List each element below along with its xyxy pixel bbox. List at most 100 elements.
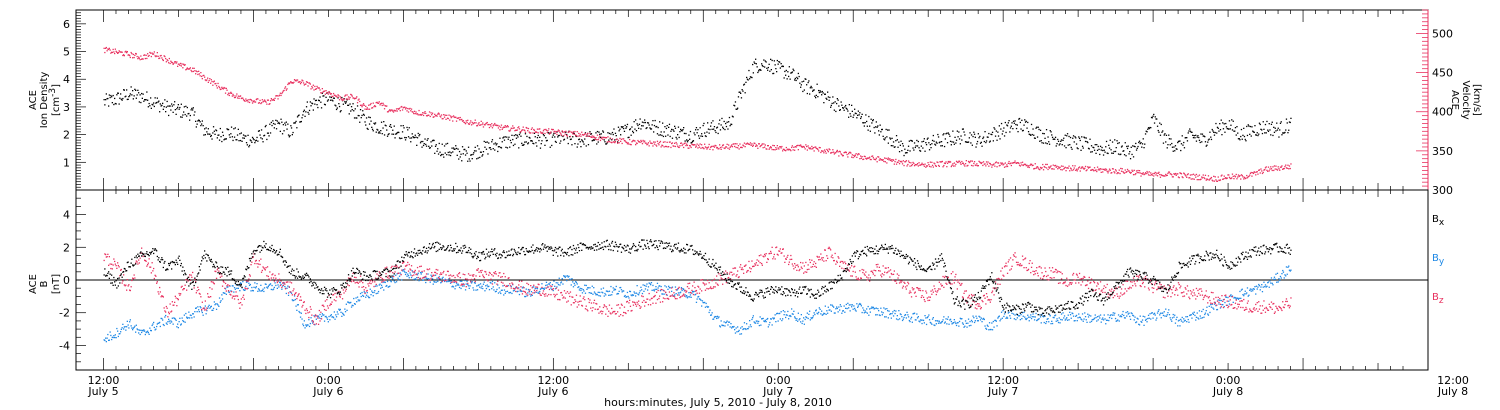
ion-density-series-point	[1104, 151, 1106, 153]
by-series-point	[107, 333, 109, 336]
by-series-point	[560, 281, 563, 283]
bz-series-point	[125, 284, 127, 286]
velocity-series-point	[248, 101, 251, 104]
by-series-point	[212, 307, 215, 310]
by-series-point	[841, 312, 843, 314]
by-series-point	[683, 290, 686, 292]
velocity-series-point	[952, 163, 954, 165]
by-series-point	[342, 313, 344, 315]
by-series-point	[1231, 295, 1233, 298]
ion-density-series-point	[371, 126, 373, 128]
ion-density-series-point	[276, 120, 278, 122]
velocity-series-point	[1278, 168, 1280, 170]
velocity-series-point	[891, 160, 893, 162]
ion-density-series-point	[626, 126, 628, 128]
velocity-series-point	[180, 62, 182, 65]
velocity-series-point	[700, 147, 702, 149]
velocity-series-point	[719, 144, 721, 146]
velocity-series-point	[1201, 177, 1204, 179]
ion-density-series-point	[1186, 137, 1188, 139]
ion-density-series-point	[769, 70, 771, 72]
ion-density-series-point	[340, 110, 342, 112]
velocity-series-point	[1202, 174, 1204, 176]
by-series-point	[951, 323, 953, 325]
by-series-point	[235, 283, 237, 286]
by-series-point	[527, 292, 529, 294]
velocity-series-point	[404, 108, 407, 110]
velocity-series-point	[1015, 162, 1017, 164]
ion-density-series-point	[171, 103, 173, 105]
ion-density-series-point	[347, 104, 349, 106]
ion-density-series-point	[967, 141, 970, 143]
by-series-point	[1138, 323, 1140, 325]
velocity-series-point	[677, 145, 679, 147]
by-series-point	[1159, 314, 1161, 316]
by-series-point	[1168, 314, 1171, 316]
velocity-series-point	[619, 137, 621, 140]
velocity-series-point	[500, 124, 503, 126]
velocity-series-point	[108, 47, 110, 49]
by-series-point	[1081, 319, 1083, 321]
by-series-point	[900, 313, 902, 316]
velocity-series-point	[312, 84, 314, 86]
by-series-point	[168, 320, 170, 322]
velocity-series-point	[806, 149, 808, 151]
velocity-series-point	[263, 100, 265, 102]
ion-density-series-point	[1166, 147, 1168, 149]
ion-density-series-point	[669, 135, 671, 138]
ion-density-series-point	[291, 134, 293, 136]
ion-density-series-point	[1126, 147, 1129, 150]
by-series-point	[678, 294, 680, 296]
by-series-point	[564, 276, 566, 279]
ion-density-series-point	[794, 77, 796, 80]
bz-series-point	[168, 311, 170, 313]
bz-series-point	[144, 259, 146, 261]
velocity-series-point	[148, 54, 150, 57]
velocity-series-point	[776, 148, 778, 150]
by-series-point	[851, 306, 853, 308]
ion-density-series-point	[466, 152, 468, 154]
ion-density-series-point	[435, 144, 437, 146]
by-series-point	[965, 322, 967, 324]
velocity-series-point	[753, 142, 755, 144]
by-series-point	[391, 276, 393, 279]
by-series-point	[1018, 315, 1020, 317]
by-series-point	[729, 326, 731, 328]
velocity-series-point	[327, 93, 329, 95]
by-series-point	[999, 320, 1001, 322]
ion-density-series-point	[299, 121, 302, 123]
ion-density-series-point	[1185, 137, 1187, 139]
velocity-series-point	[170, 60, 172, 62]
by-series-point	[159, 321, 161, 324]
ion-density-series-point	[863, 122, 865, 124]
ion-density-series-point	[129, 93, 131, 95]
by-series-point	[327, 321, 329, 323]
velocity-series-point	[385, 105, 387, 107]
velocity-series-point	[174, 61, 176, 63]
velocity-series-point	[1012, 162, 1015, 164]
by-series-point	[153, 321, 155, 324]
velocity-series-point	[996, 166, 998, 168]
by-series-point	[219, 301, 221, 303]
velocity-series-point	[507, 126, 509, 128]
velocity-series-point	[801, 146, 803, 148]
by-series-point	[444, 278, 446, 280]
ion-density-series-point	[753, 61, 755, 63]
velocity-series-point	[1195, 173, 1198, 176]
velocity-series-point	[1099, 168, 1102, 170]
velocity-series-point	[280, 94, 282, 97]
by-series-point	[374, 285, 377, 287]
ion-density-series-point	[934, 144, 937, 146]
ion-density-series-point	[1015, 127, 1018, 130]
by-series-point	[1103, 314, 1105, 316]
by-series-point	[1276, 272, 1279, 274]
top-left-tick-label: 3	[63, 101, 70, 114]
by-series-point	[1119, 315, 1121, 318]
bz-series-point	[135, 262, 137, 264]
ion-density-series-point	[955, 142, 957, 144]
by-series-point	[1045, 322, 1047, 325]
by-series-point	[590, 292, 593, 294]
by-series-point	[701, 305, 703, 307]
velocity-series-point	[1273, 169, 1275, 172]
by-series-point	[478, 284, 480, 286]
